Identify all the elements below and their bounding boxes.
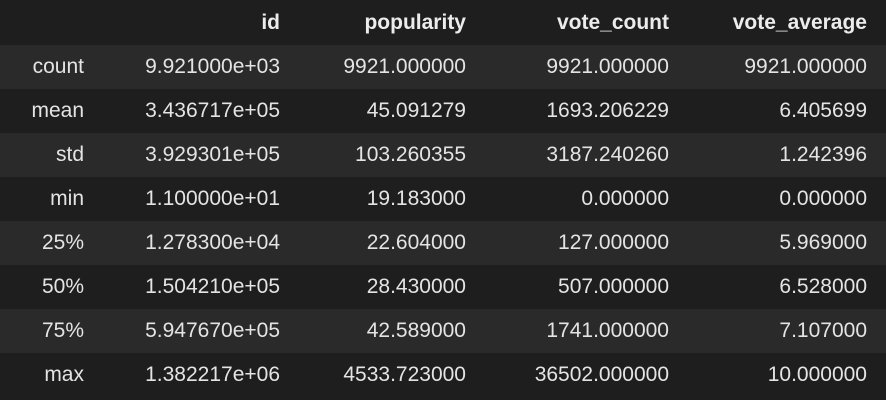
index-header bbox=[0, 0, 103, 45]
table-cell: 3187.240260 bbox=[546, 143, 669, 166]
table-cell: 1.382217e+06 bbox=[145, 363, 280, 386]
table-cell: 3.929301e+05 bbox=[145, 143, 280, 166]
row-label: max bbox=[44, 363, 84, 386]
table-cell: 4533.723000 bbox=[343, 363, 466, 386]
table-cell: 1.278300e+04 bbox=[145, 231, 280, 254]
table-row: 75% 5.947670e+05 42.589000 1741.000000 7… bbox=[0, 309, 886, 353]
column-header-id: id bbox=[261, 11, 280, 34]
column-header-vote-average: vote_average bbox=[732, 11, 867, 34]
table-cell: 6.405699 bbox=[779, 99, 867, 122]
table-row: count 9.921000e+03 9921.000000 9921.0000… bbox=[0, 45, 886, 89]
table-row: min 1.100000e+01 19.183000 0.000000 0.00… bbox=[0, 177, 886, 221]
row-label: std bbox=[55, 143, 84, 166]
table-cell: 36502.000000 bbox=[534, 363, 669, 386]
table-cell: 1.504210e+05 bbox=[145, 275, 280, 298]
row-label: 75% bbox=[41, 319, 84, 342]
table-row: mean 3.436717e+05 45.091279 1693.206229 … bbox=[0, 89, 886, 133]
table-cell: 1693.206229 bbox=[546, 99, 669, 122]
table-cell: 507.000000 bbox=[558, 275, 669, 298]
table-cell: 127.000000 bbox=[558, 231, 669, 254]
table-cell: 3.436717e+05 bbox=[145, 99, 280, 122]
table-cell: 45.091279 bbox=[366, 99, 466, 122]
table-cell: 0.000000 bbox=[581, 187, 669, 210]
table-cell: 1741.000000 bbox=[546, 319, 669, 342]
table-cell: 5.947670e+05 bbox=[145, 319, 280, 342]
row-label: count bbox=[32, 55, 84, 78]
table-cell: 1.100000e+01 bbox=[145, 187, 280, 210]
table-cell: 22.604000 bbox=[366, 231, 466, 254]
table-cell: 9921.000000 bbox=[343, 55, 466, 78]
table-row: max 1.382217e+06 4533.723000 36502.00000… bbox=[0, 353, 886, 397]
column-header-popularity: popularity bbox=[364, 11, 466, 34]
header-row: id popularity vote_count vote_average bbox=[0, 0, 886, 45]
row-label: 50% bbox=[41, 275, 84, 298]
table-cell: 1.242396 bbox=[779, 143, 867, 166]
table-cell: 9921.000000 bbox=[546, 55, 669, 78]
row-label: 25% bbox=[41, 231, 84, 254]
table-cell: 9921.000000 bbox=[744, 55, 867, 78]
table-cell: 0.000000 bbox=[779, 187, 867, 210]
table-cell: 7.107000 bbox=[779, 319, 867, 342]
row-label: mean bbox=[31, 99, 84, 122]
table-row: std 3.929301e+05 103.260355 3187.240260 … bbox=[0, 133, 886, 177]
table-cell: 6.528000 bbox=[779, 275, 867, 298]
table-cell: 28.430000 bbox=[366, 275, 466, 298]
table-row: 50% 1.504210e+05 28.430000 507.000000 6.… bbox=[0, 265, 886, 309]
table-cell: 9.921000e+03 bbox=[145, 55, 280, 78]
table-cell: 5.969000 bbox=[779, 231, 867, 254]
column-header-vote-count: vote_count bbox=[556, 11, 669, 34]
table-cell: 10.000000 bbox=[767, 363, 867, 386]
table-cell: 42.589000 bbox=[366, 319, 466, 342]
table-row: 25% 1.278300e+04 22.604000 127.000000 5.… bbox=[0, 221, 886, 265]
table-cell: 103.260355 bbox=[355, 143, 466, 166]
row-label: min bbox=[50, 187, 84, 210]
table-cell: 19.183000 bbox=[366, 187, 466, 210]
